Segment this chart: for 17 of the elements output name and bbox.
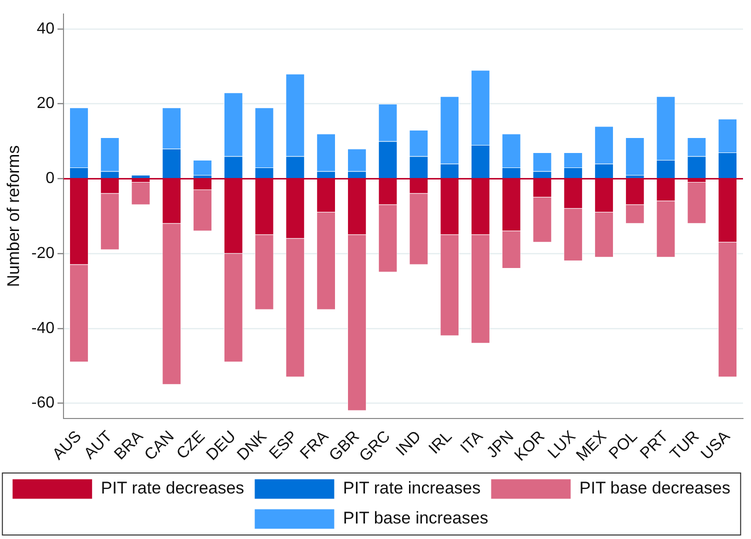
x-tick-label: IND bbox=[393, 428, 425, 460]
y-tick-label: -40 bbox=[31, 320, 55, 337]
legend-label: PIT rate increases bbox=[342, 478, 481, 498]
y-axis-title: Number of reforms bbox=[4, 145, 23, 287]
x-tick-label: IRL bbox=[426, 428, 456, 458]
y-tick-label: -60 bbox=[31, 394, 55, 412]
x-tick-label: USA bbox=[698, 428, 734, 464]
legend-label: PIT base decreases bbox=[579, 478, 730, 498]
y-tick-label: 0 bbox=[46, 170, 55, 188]
legend-label: PIT rate decreases bbox=[100, 478, 244, 498]
y-tick-label: -20 bbox=[31, 244, 55, 262]
y-tick-label: 20 bbox=[36, 95, 55, 112]
x-tick-label: POL bbox=[606, 428, 641, 463]
y-tick-label: 40 bbox=[36, 20, 55, 38]
legend-label: PIT base increases bbox=[342, 508, 488, 528]
x-tick-label: ITA bbox=[458, 428, 487, 457]
x-tick-label: BRA bbox=[111, 428, 147, 464]
